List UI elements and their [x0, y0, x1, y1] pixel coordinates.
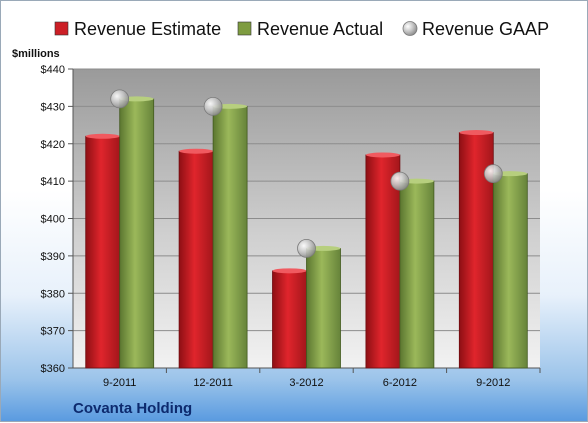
bars: [85, 96, 528, 369]
bar-cap-revenue-estimate: [365, 152, 400, 158]
y-tick-label: $360: [41, 363, 65, 375]
y-tick-label: $380: [41, 288, 65, 300]
x-tick-label: 12-2011: [193, 377, 233, 389]
bar-revenue-actual: [399, 180, 435, 369]
bar-revenue-actual: [119, 98, 155, 369]
bar-revenue-estimate: [85, 135, 121, 369]
bar-revenue-estimate: [178, 150, 214, 369]
x-tick-label: 3-2012: [289, 377, 323, 389]
y-tick-label: $370: [41, 326, 65, 338]
bar-revenue-actual: [492, 173, 528, 369]
y-tick-label: $430: [41, 101, 65, 113]
bar-revenue-actual: [306, 247, 341, 369]
bar-revenue-actual: [212, 105, 248, 369]
marker-revenue-gaap: [483, 164, 503, 184]
legend-label: Revenue Estimate: [74, 19, 221, 39]
y-tick-label: $420: [41, 139, 65, 151]
y-tick-label: $440: [41, 64, 65, 76]
x-tick-label: 9-2012: [476, 377, 510, 389]
legend-label: Revenue GAAP: [422, 19, 549, 39]
y-unit-label: $millions: [12, 48, 60, 60]
y-tick-label: $390: [41, 251, 65, 263]
y-tick-label: $410: [41, 176, 65, 188]
legend-swatch: [402, 21, 418, 36]
bar-cap-revenue-estimate: [85, 133, 120, 139]
bar-cap-revenue-estimate: [459, 130, 494, 136]
markers: [110, 89, 503, 258]
bar-cap-revenue-estimate: [272, 268, 307, 274]
marker-revenue-gaap: [390, 171, 410, 191]
marker-revenue-gaap: [110, 89, 130, 109]
legend-swatch: [237, 21, 252, 36]
bar-revenue-estimate: [272, 270, 307, 369]
x-tick-label: 9-2011: [103, 377, 136, 389]
bar-cap-revenue-estimate: [179, 148, 214, 154]
legend-label: Revenue Actual: [257, 19, 383, 39]
y-tick-label: $400: [41, 214, 65, 226]
legend: Revenue Estimate Revenue Actual Revenue GA…: [54, 19, 549, 39]
x-tick-label: 6-2012: [383, 377, 417, 389]
company-name: Covanta Holding: [73, 400, 192, 417]
bar-revenue-estimate: [365, 154, 401, 369]
marker-revenue-gaap: [297, 238, 316, 258]
legend-swatch: [54, 21, 69, 36]
marker-revenue-gaap: [203, 96, 223, 116]
